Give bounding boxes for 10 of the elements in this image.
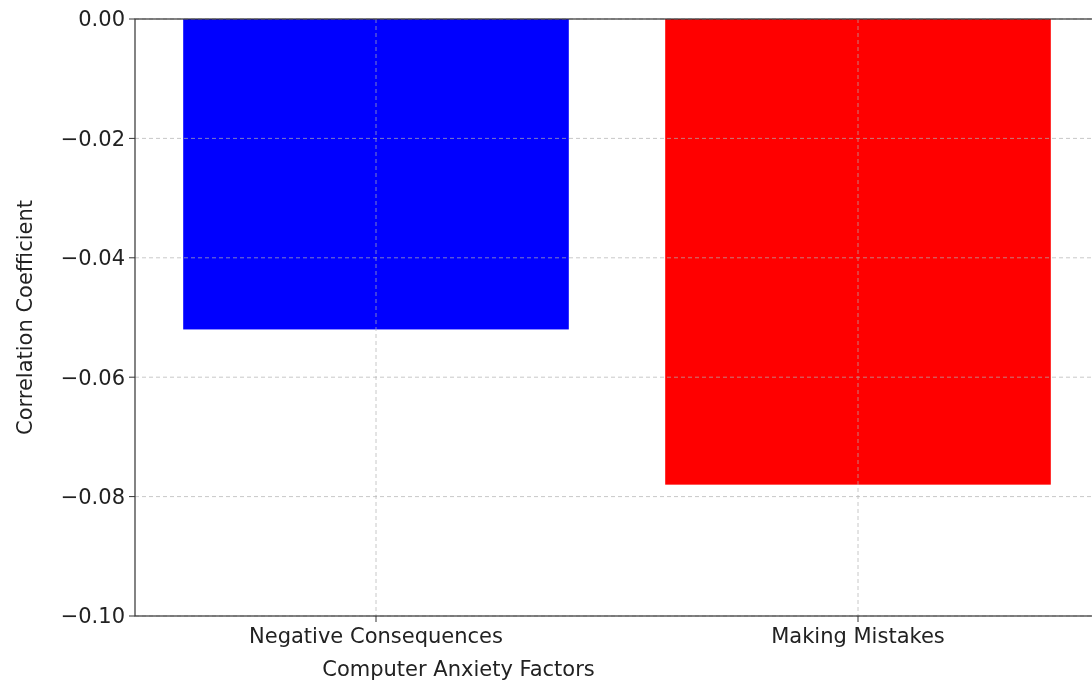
y-tick-label: −0.08 bbox=[60, 484, 125, 509]
y-axis-title: Correlation Coefficient bbox=[13, 199, 37, 436]
x-axis-title: Computer Anxiety Factors bbox=[322, 657, 595, 681]
y-tick-label: −0.02 bbox=[60, 126, 125, 151]
x-tick-label: Making Mistakes bbox=[771, 624, 945, 648]
y-tick-label: −0.06 bbox=[60, 365, 125, 390]
y-tick-label: 0.00 bbox=[78, 7, 125, 32]
y-tick-label: −0.04 bbox=[60, 246, 125, 271]
y-tick-label: −0.10 bbox=[60, 604, 125, 629]
x-tick-label: Negative Consequences bbox=[249, 624, 503, 648]
